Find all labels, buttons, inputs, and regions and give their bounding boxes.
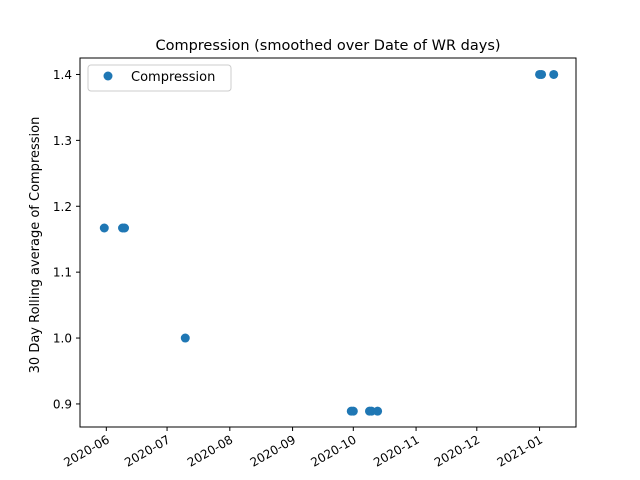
legend: Compression (87, 64, 232, 92)
y-tick-label: 0.9 (53, 397, 72, 411)
data-point (120, 223, 130, 233)
y-axis-label: 30 Day Rolling average of Compression (28, 117, 43, 374)
data-points (99, 69, 559, 416)
y-tick-label: 1.1 (53, 266, 72, 280)
y-tick-label: 1.0 (53, 332, 72, 346)
plot-frame (79, 57, 577, 428)
data-point (180, 333, 190, 343)
legend-box (87, 64, 232, 92)
y-tick-label: 1.2 (53, 200, 72, 214)
y-tick-label: 1.4 (53, 68, 72, 82)
data-point (373, 406, 383, 416)
y-axis-ticks: 0.9 1.0 1.1 1.2 1.3 1.4 (53, 68, 80, 411)
data-point (348, 406, 358, 416)
legend-label: Compression (131, 70, 215, 85)
data-point (99, 223, 109, 233)
y-tick-label: 1.3 (53, 134, 72, 148)
legend-marker (103, 71, 113, 81)
data-point (549, 69, 559, 79)
chart-title: Compression (smoothed over Date of WR da… (155, 38, 500, 54)
data-point (537, 69, 547, 79)
